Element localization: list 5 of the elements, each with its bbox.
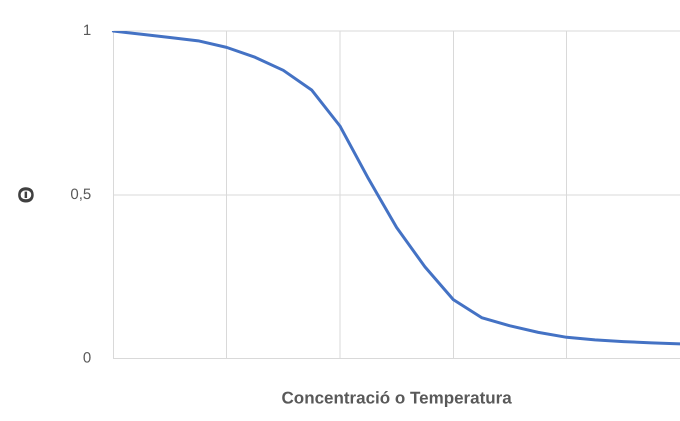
y-tick-label: 1 [82,22,92,40]
y-tick-label: 0 [82,350,92,367]
y-axis-title: Θ [13,186,38,204]
y-tick-label: 0,5 [70,186,92,203]
x-axis-title: Concentració o Temperatura [282,388,512,408]
